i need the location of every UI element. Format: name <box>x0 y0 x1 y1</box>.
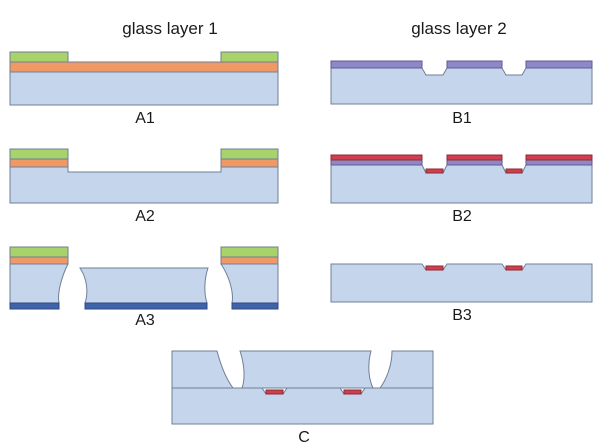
a2-glass-etched <box>9 166 279 204</box>
a3-glass-center-island <box>79 267 209 304</box>
label-b1: B1 <box>452 110 472 127</box>
a3-blue-center <box>84 302 208 310</box>
b1-purple-segment-2 <box>446 60 503 69</box>
b2-red-segment-2 <box>446 154 503 161</box>
a3-blue-right <box>231 302 279 310</box>
a1-green-mask-right <box>220 51 279 63</box>
b1-purple-segment-3 <box>525 60 593 69</box>
a2-green-left <box>9 148 69 160</box>
b2-red-segment-3 <box>525 154 593 161</box>
label-a2: A2 <box>135 208 155 225</box>
step-b1: B1 <box>330 60 593 127</box>
step-c: C <box>171 350 434 446</box>
c-top-right-post <box>379 350 434 389</box>
a1-glass-substrate <box>9 71 279 106</box>
b2-red-segment-1 <box>330 154 423 161</box>
label-b3: B3 <box>452 307 472 324</box>
label-a3: A3 <box>135 312 155 329</box>
step-a2: A2 <box>9 148 279 225</box>
a1-green-mask-left <box>9 51 69 63</box>
a3-orange-left <box>9 256 69 265</box>
step-b2: B2 <box>330 154 593 225</box>
c-red-trench-2 <box>343 389 362 395</box>
a3-glass-left-post <box>9 263 69 304</box>
a3-green-left <box>9 246 69 258</box>
b2-purple-segment-2 <box>446 159 503 166</box>
c-bottom-glass-layer <box>171 387 434 425</box>
b2-purple-segment-3 <box>525 159 593 166</box>
a2-green-right <box>220 148 279 160</box>
a3-glass-right-post <box>220 263 279 304</box>
b1-glass-substrate <box>330 67 593 105</box>
b2-red-trench-1 <box>425 168 444 174</box>
b2-red-trench-2 <box>505 168 523 174</box>
b2-glass-substrate <box>330 164 593 204</box>
b1-purple-segment-1 <box>330 60 423 69</box>
a2-orange-left <box>9 158 69 168</box>
step-a1: A1 <box>9 51 279 127</box>
c-top-left-post <box>171 350 234 389</box>
label-b2: B2 <box>452 208 472 225</box>
label-c: C <box>298 429 310 446</box>
a1-orange-layer <box>9 61 279 73</box>
a3-green-right <box>220 246 279 258</box>
a3-orange-right <box>220 256 279 265</box>
b3-red-trench-1 <box>425 265 444 271</box>
c-red-trench-1 <box>265 389 284 395</box>
c-top-center-island <box>239 350 374 389</box>
step-a3: A3 <box>9 246 279 329</box>
step-b3: B3 <box>330 263 593 324</box>
b2-purple-segment-1 <box>330 159 423 166</box>
a2-orange-right <box>220 158 279 168</box>
header-glass-layer-1: glass layer 1 <box>122 19 217 38</box>
b3-red-trench-2 <box>505 265 523 271</box>
header-glass-layer-2: glass layer 2 <box>411 19 506 38</box>
b3-glass-substrate <box>330 263 593 303</box>
a3-blue-left <box>9 302 60 310</box>
label-a1: A1 <box>135 110 155 127</box>
